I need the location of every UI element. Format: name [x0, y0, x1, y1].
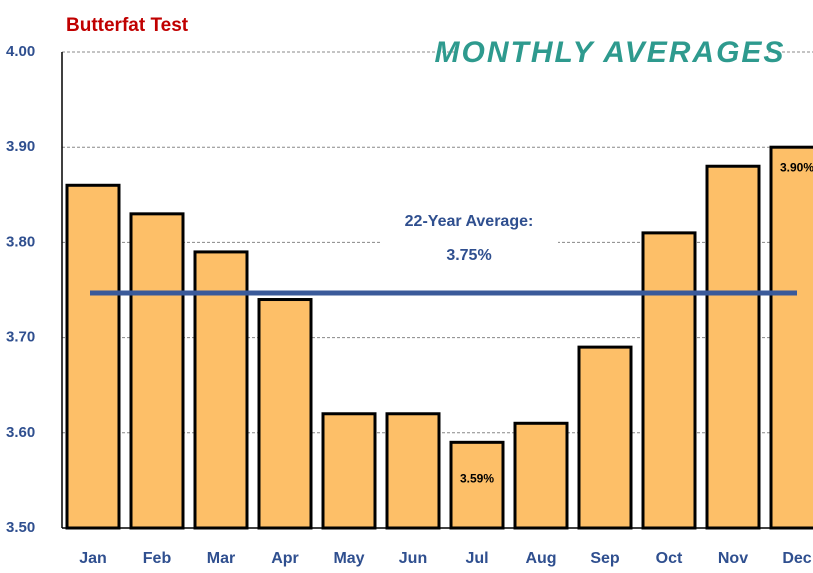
bar: [385, 412, 441, 530]
y-tick-label: 3.60: [6, 424, 35, 441]
x-tick-label: Jul: [465, 550, 488, 567]
bar: [321, 412, 377, 530]
bar: [705, 164, 761, 530]
bar: [65, 183, 121, 530]
x-tick-label: May: [333, 550, 364, 567]
bar: [193, 250, 249, 530]
data-label: 3.59%: [460, 471, 494, 485]
x-tick-label: Feb: [143, 550, 172, 567]
x-tick-label: Mar: [207, 550, 235, 567]
x-tick-label: Apr: [271, 550, 299, 567]
y-tick-label: 3.90: [6, 138, 35, 155]
bar: [513, 421, 569, 530]
bar: [769, 145, 813, 530]
x-tick-label: Nov: [718, 550, 748, 567]
y-tick-label: 3.70: [6, 329, 35, 346]
data-label: 3.90%: [780, 160, 813, 174]
reference-label: 22-Year Average:: [405, 213, 534, 230]
y-tick-label: 3.50: [6, 519, 35, 536]
x-tick-label: Oct: [656, 550, 683, 567]
bar: [577, 345, 633, 530]
reference-value-label: 3.75%: [446, 247, 491, 264]
y-tick-label: 4.00: [6, 43, 35, 60]
x-tick-label: Sep: [590, 550, 620, 567]
x-tick-label: Dec: [782, 550, 811, 567]
bar: [129, 212, 185, 530]
annotation-bg: [380, 200, 558, 280]
bar: [641, 231, 697, 530]
x-tick-label: Aug: [525, 550, 556, 567]
x-tick-label: Jan: [79, 550, 107, 567]
chart-subtitle: MONTHLY AVERAGES: [435, 36, 786, 69]
subtitle-bg: [458, 34, 768, 74]
bar: [257, 298, 313, 530]
y-tick-label: 3.80: [6, 233, 35, 250]
x-tick-label: Jun: [399, 550, 427, 567]
chart-title: Butterfat Test: [66, 15, 189, 36]
